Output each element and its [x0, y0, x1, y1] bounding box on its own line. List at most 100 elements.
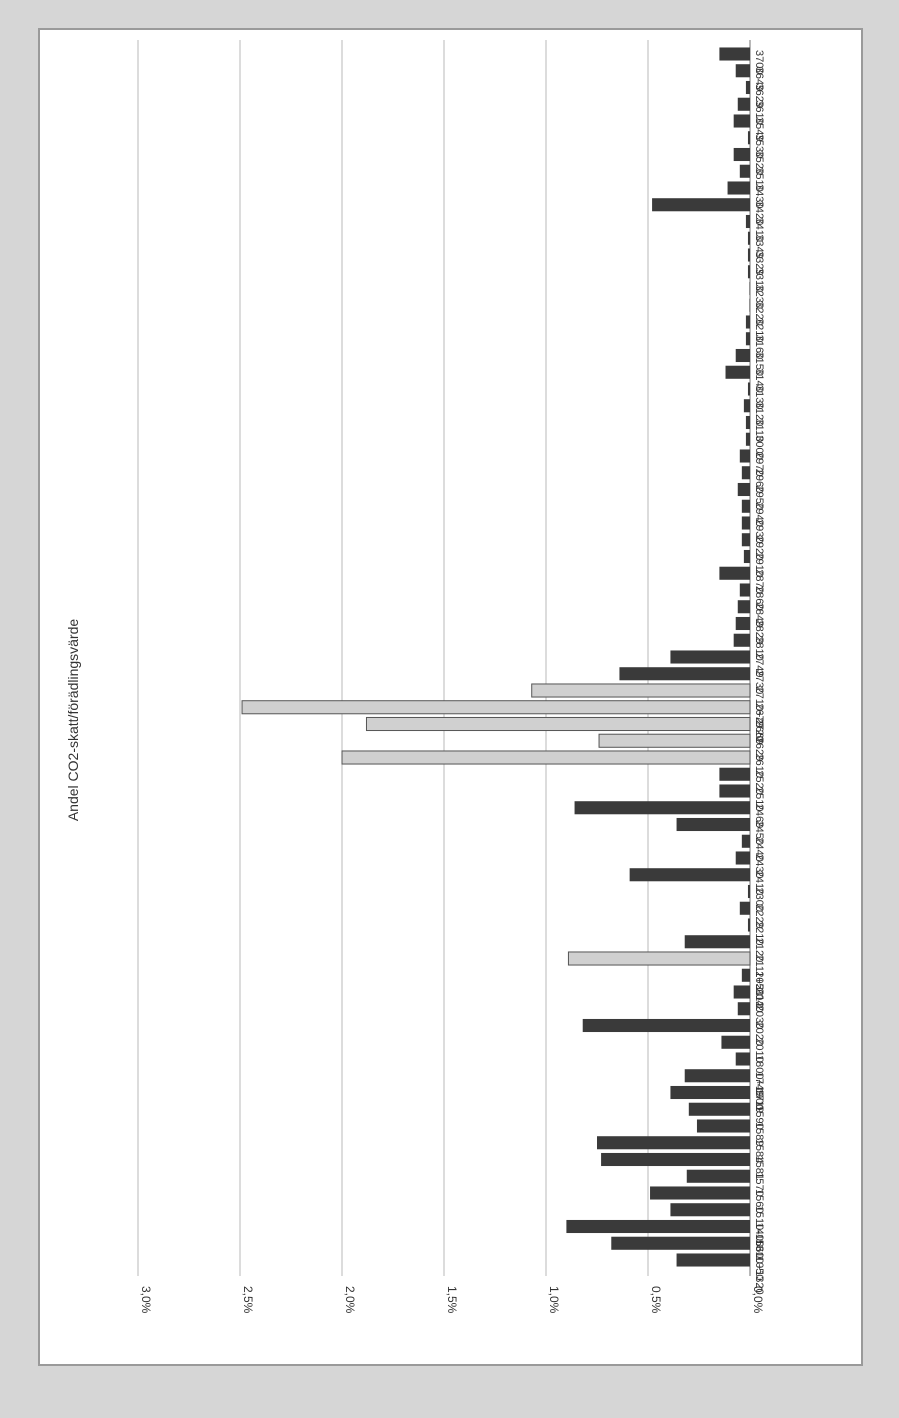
bar [741, 834, 750, 848]
bar [737, 482, 750, 497]
category-label: 1050 [753, 1256, 765, 1280]
category-label: 1584 [753, 1139, 765, 1163]
category-label: 2510 [753, 787, 765, 811]
value-tick-labels: 0,0% 0,5% 1,0% 1,5% 2,0% 2,5% 3,0% [139, 1286, 765, 1314]
category-label: 2410 [753, 871, 765, 895]
value-tick-label: 0,5% [649, 1286, 663, 1314]
category-label: 2749 [753, 653, 765, 677]
bar [745, 315, 750, 329]
bar [676, 817, 750, 832]
bar [739, 164, 750, 178]
category-label: 1310+1320 [753, 1239, 765, 1294]
chart-panel: 1050 1310+1320 1400 1510-1560 1560 1570 1581 15… [38, 28, 863, 1366]
bar-chart: 10501310+132014001510-156015601570158115… [65, 40, 765, 1314]
bar [719, 767, 750, 781]
category-label: 2960 [753, 469, 765, 493]
category-label: 2469 [753, 804, 765, 828]
category-label: 1510-1560 [753, 1206, 765, 1259]
bar [733, 147, 750, 162]
bar [739, 901, 750, 915]
bar [241, 700, 751, 715]
category-label: 3649 [753, 67, 765, 91]
bar [739, 583, 750, 597]
value-tick-label: 2,0% [343, 1286, 357, 1314]
category-label: 1589 [753, 1122, 765, 1146]
bar [747, 918, 750, 932]
category-label: 2450 [753, 821, 765, 845]
category-label: 3329 [753, 251, 765, 275]
bar [619, 667, 750, 681]
bar [737, 1002, 750, 1016]
category-label: 2229 [753, 904, 765, 928]
category-label: 1749 [753, 1072, 765, 1096]
category-label: 3410 [753, 218, 765, 242]
category-label: 2920 [753, 536, 765, 560]
category-label: 2120 [753, 938, 765, 962]
bar [741, 533, 750, 547]
bar [531, 683, 751, 698]
bar [737, 600, 750, 614]
bar [743, 399, 750, 413]
bar [727, 181, 750, 195]
category-label: 2300 [753, 888, 765, 912]
bar [725, 365, 750, 379]
bar [745, 415, 750, 430]
bar [670, 650, 750, 664]
category-label: 2710+2720 [753, 687, 765, 742]
category-label: 3000 [753, 435, 765, 459]
category-label: 2440 [753, 837, 765, 861]
category-label: 3120 [753, 402, 765, 426]
bar [670, 1203, 750, 1217]
bar [719, 566, 750, 580]
bar [741, 499, 750, 513]
category-label: 2870 [753, 569, 765, 593]
category-label: 1560 [753, 1189, 765, 1213]
bar [749, 281, 750, 296]
category-label: 2679 [753, 703, 765, 727]
category-label: 3610 [753, 100, 765, 124]
bar [743, 549, 750, 564]
category-label: 3420 [753, 201, 765, 225]
category-label: 3150 [753, 352, 765, 376]
category-label: 2430 [753, 854, 765, 878]
bar [719, 784, 750, 798]
bar [601, 1152, 750, 1167]
category-label: 3110 [753, 419, 765, 443]
bar [733, 985, 750, 999]
bar [747, 382, 750, 396]
category-label: 2040 [753, 988, 765, 1012]
bar [341, 750, 751, 765]
bar [670, 1085, 750, 1100]
category-label: 2810 [753, 636, 765, 660]
category-label: 3629 [753, 84, 765, 108]
category-label: 2629 [753, 737, 765, 761]
value-tick-label: 3,0% [139, 1286, 153, 1314]
bar [597, 1136, 750, 1150]
value-tick-label: 1,5% [445, 1286, 459, 1314]
category-label: 2111+2112 [753, 955, 765, 1008]
bar [737, 97, 750, 111]
bar [747, 131, 750, 145]
category-label: 3349 [753, 234, 765, 258]
value-tick-label: 2,5% [241, 1286, 255, 1314]
bar [745, 214, 750, 229]
bar [582, 1018, 750, 1033]
bar [684, 935, 750, 949]
category-label: 2210 [753, 921, 765, 945]
bar [629, 868, 750, 882]
bar [652, 198, 750, 212]
category-label: 1400 [753, 1223, 765, 1247]
bar [598, 733, 751, 748]
gridlines [137, 40, 751, 1276]
category-label: 1590 [753, 1105, 765, 1129]
bar [745, 432, 750, 446]
bar [676, 1253, 750, 1267]
value-tick-label: 0,0% [751, 1286, 765, 1314]
category-label: 3140 [753, 368, 765, 392]
bar [735, 851, 750, 865]
bar [747, 231, 750, 245]
category-label: 2520 [753, 770, 765, 794]
category-label: 2849 [753, 603, 765, 627]
category-label: 3160 [753, 335, 765, 359]
bar [686, 1169, 750, 1183]
